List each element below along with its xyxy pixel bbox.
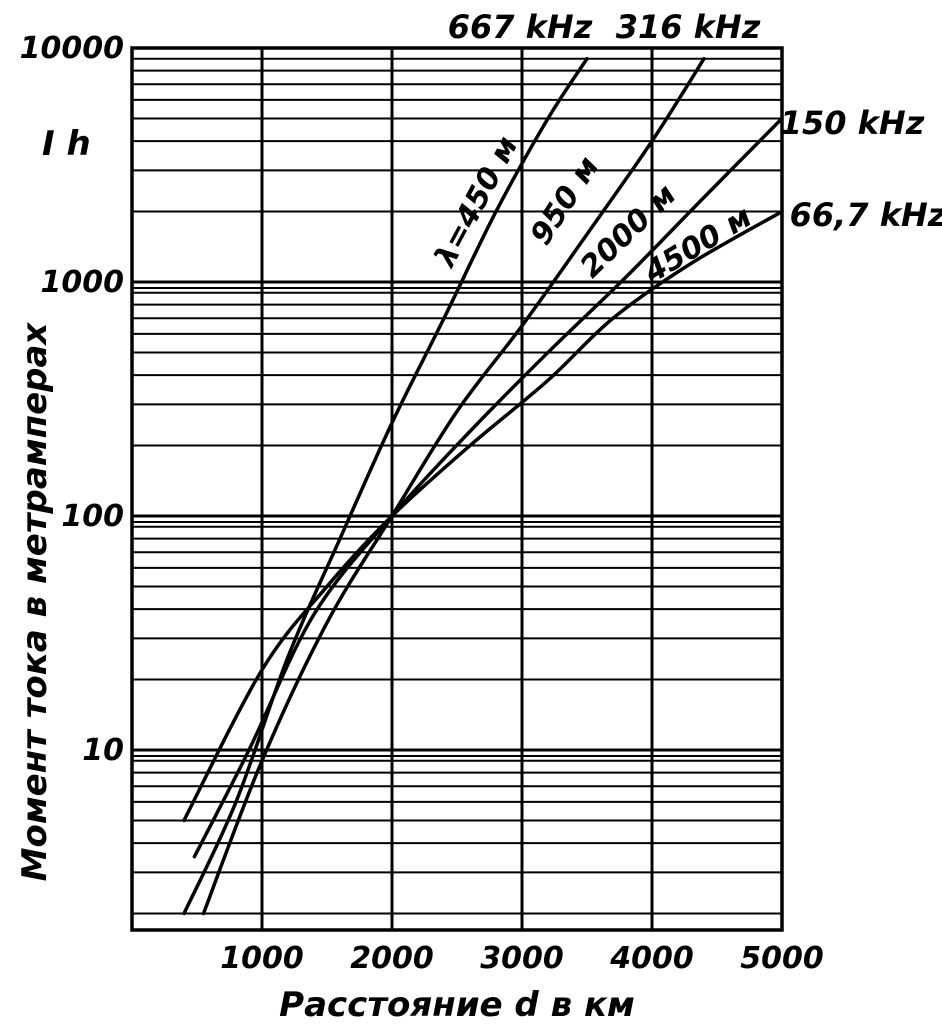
series-line-2 [192, 116, 784, 859]
x-tick-labels: 1000 2000 3000 4000 5000 [220, 941, 824, 976]
series-label-1: 316 kHz [616, 8, 761, 46]
series-label-0: 667 kHz [448, 8, 593, 46]
series-line-0 [182, 56, 589, 916]
plot-frame [130, 46, 784, 932]
series-label-2: 150 kHz [780, 104, 925, 142]
x-tick-label: 5000 [740, 941, 824, 976]
series-line-1 [201, 56, 706, 916]
x-axis-label: Расстояние d в км [279, 985, 635, 1025]
y-unit-label: I h [42, 124, 91, 164]
series-curves [182, 56, 784, 916]
x-tick-label: 2000 [350, 941, 434, 976]
y-tick-label: 10 [82, 733, 124, 768]
series-labels: 667 kHz 316 kHz 150 kHz 66,7 kHz [448, 8, 942, 234]
y-tick-labels: 10 100 1000 10000 [20, 31, 124, 768]
x-tick-label: 1000 [220, 941, 304, 976]
y-tick-label: 100 [61, 499, 124, 534]
y-tick-label: 10000 [20, 31, 124, 66]
y-axis-label: Момент тока в метрамперах [15, 322, 55, 882]
y-tick-label: 1000 [41, 265, 125, 300]
series-line-3 [182, 209, 784, 823]
x-tick-label: 4000 [609, 941, 694, 976]
wavelength-label-1: 950 м [524, 150, 607, 251]
x-tick-label: 3000 [480, 941, 564, 976]
series-label-3: 66,7 kHz [790, 196, 942, 234]
grid [132, 48, 784, 930]
